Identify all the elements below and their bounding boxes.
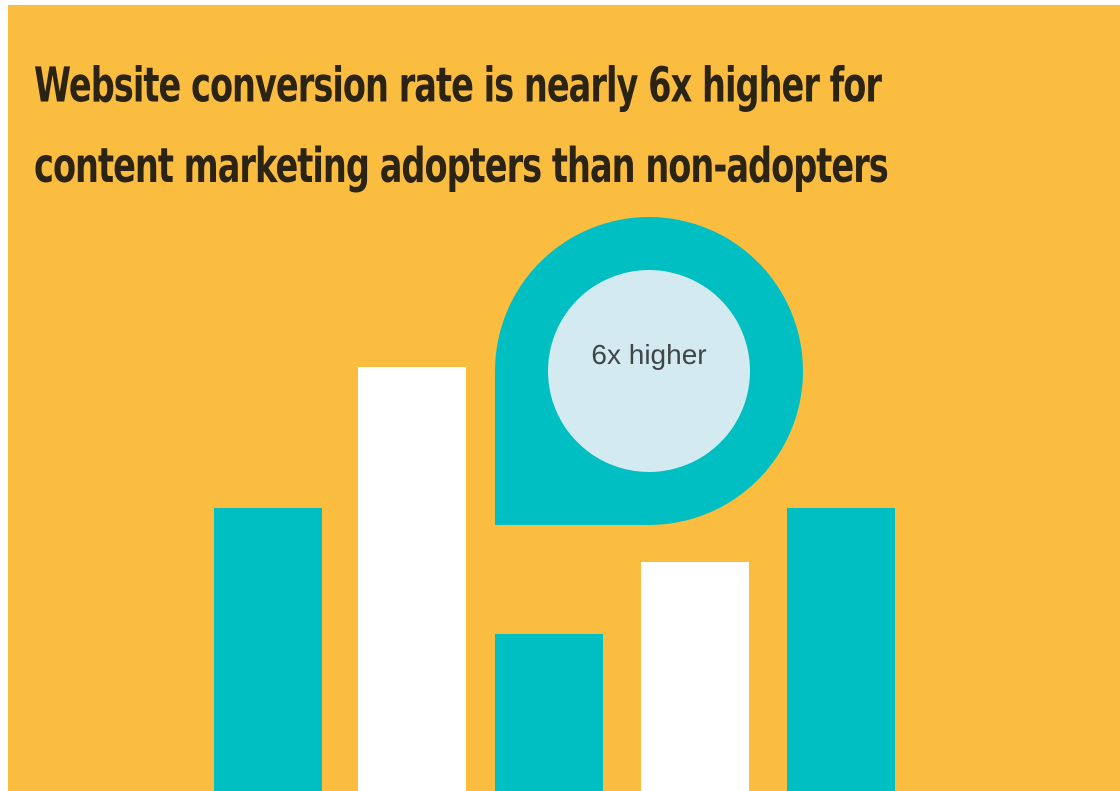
callout-pin: 6x higher [495, 217, 803, 525]
bar-teal-short [495, 634, 603, 791]
bar-teal-right [787, 508, 895, 791]
callout-label: 6x higher [591, 338, 707, 370]
bar-white-medium [641, 562, 749, 791]
headline-line-2: content marketing adopters than non-adop… [34, 137, 889, 194]
headline-line-1: Website conversion rate is nearly 6x hig… [34, 56, 882, 114]
infographic-canvas: Website conversion rate is nearly 6x hig… [8, 5, 1120, 791]
callout-bubble: 6x higher [548, 270, 750, 472]
bar-white-tall [358, 367, 466, 791]
bar-teal-left [214, 508, 322, 791]
headline: Website conversion rate is nearly 6x hig… [34, 45, 920, 205]
